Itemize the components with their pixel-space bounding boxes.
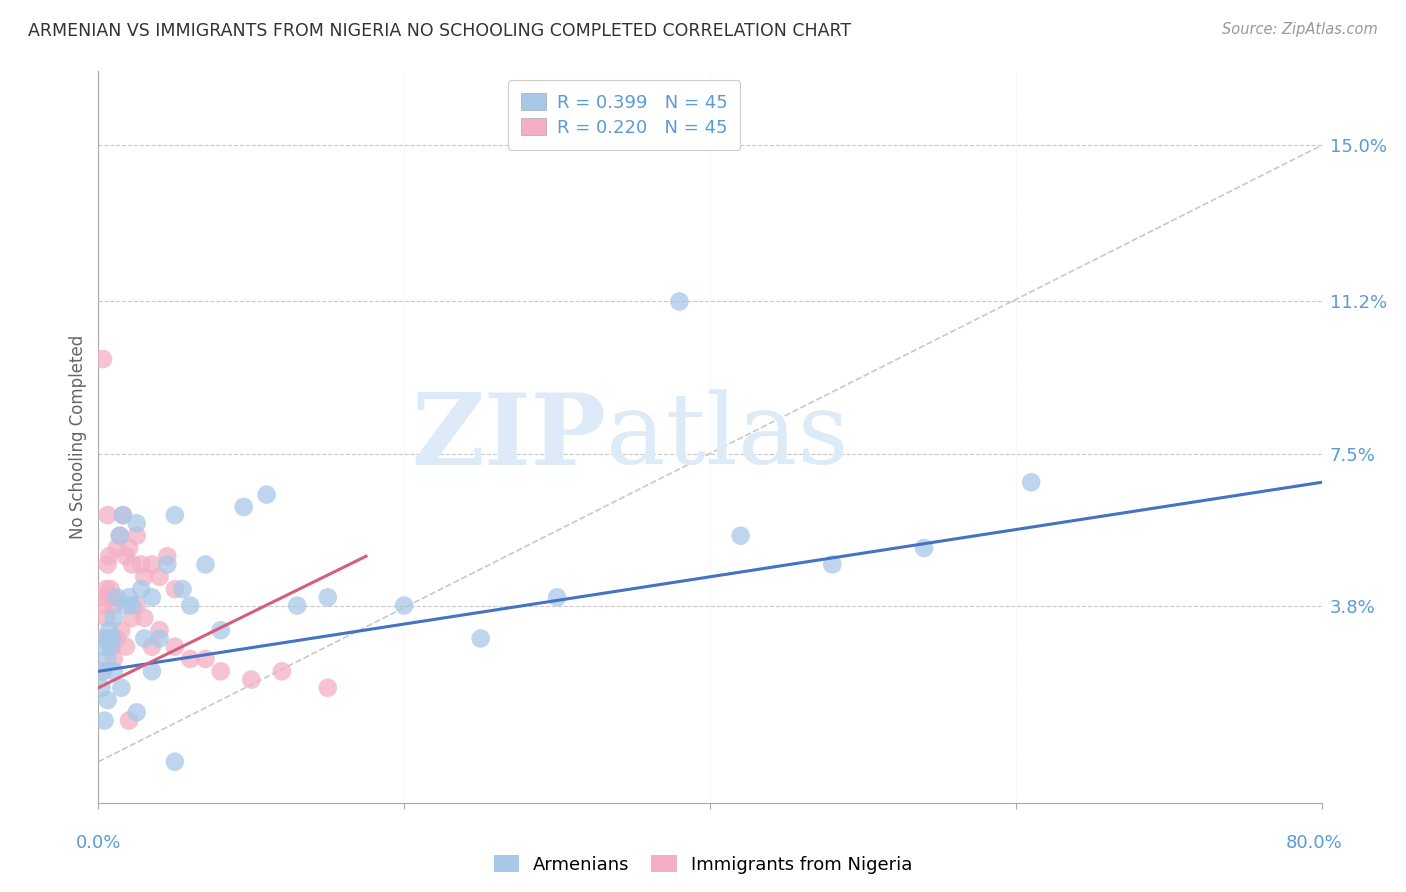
- Point: [316, 681, 339, 695]
- Point: [103, 611, 125, 625]
- Point: [668, 294, 690, 309]
- Point: [94, 582, 117, 596]
- Point: [93, 591, 115, 605]
- Text: ARMENIAN VS IMMIGRANTS FROM NIGERIA NO SCHOOLING COMPLETED CORRELATION CHART: ARMENIAN VS IMMIGRANTS FROM NIGERIA NO S…: [28, 22, 851, 40]
- Point: [125, 599, 148, 613]
- Point: [108, 529, 131, 543]
- Point: [256, 487, 278, 501]
- Point: [1019, 475, 1042, 490]
- Point: [90, 665, 112, 679]
- Point: [129, 558, 152, 572]
- Point: [97, 508, 120, 523]
- Point: [101, 640, 124, 654]
- Point: [111, 508, 134, 523]
- Point: [111, 508, 134, 523]
- Point: [470, 632, 492, 646]
- Point: [141, 665, 163, 679]
- Point: [115, 640, 138, 654]
- Point: [209, 665, 232, 679]
- Point: [93, 640, 115, 654]
- Point: [125, 516, 148, 531]
- Point: [149, 624, 172, 638]
- Point: [392, 599, 416, 613]
- Point: [115, 599, 138, 613]
- Point: [821, 558, 844, 572]
- Point: [141, 591, 163, 605]
- Point: [118, 541, 141, 555]
- Point: [118, 591, 141, 605]
- Point: [316, 591, 339, 605]
- Point: [232, 500, 254, 514]
- Legend: Armenians, Immigrants from Nigeria: Armenians, Immigrants from Nigeria: [486, 848, 920, 881]
- Point: [101, 632, 124, 646]
- Point: [194, 558, 217, 572]
- Point: [91, 665, 114, 679]
- Point: [163, 582, 186, 596]
- Point: [97, 558, 120, 572]
- Point: [163, 755, 186, 769]
- Point: [121, 599, 143, 613]
- Point: [141, 558, 163, 572]
- Point: [134, 632, 156, 646]
- Text: atlas: atlas: [606, 389, 849, 485]
- Point: [100, 582, 122, 596]
- Point: [546, 591, 568, 605]
- Point: [90, 681, 112, 695]
- Point: [103, 599, 125, 613]
- Point: [270, 665, 292, 679]
- Point: [172, 582, 194, 596]
- Point: [115, 549, 138, 564]
- Point: [163, 508, 186, 523]
- Legend: R = 0.399   N = 45, R = 0.220   N = 45: R = 0.399 N = 45, R = 0.220 N = 45: [509, 80, 741, 150]
- Point: [134, 611, 156, 625]
- Point: [209, 624, 232, 638]
- Point: [101, 591, 124, 605]
- Point: [91, 351, 114, 366]
- Point: [121, 558, 143, 572]
- Point: [98, 624, 121, 638]
- Point: [730, 529, 752, 543]
- Point: [179, 652, 201, 666]
- Point: [103, 652, 125, 666]
- Text: 0.0%: 0.0%: [76, 834, 121, 852]
- Point: [163, 640, 186, 654]
- Point: [98, 549, 121, 564]
- Point: [91, 632, 114, 646]
- Point: [179, 599, 201, 613]
- Point: [94, 632, 117, 646]
- Point: [134, 570, 156, 584]
- Point: [93, 714, 115, 728]
- Point: [149, 570, 172, 584]
- Point: [105, 541, 128, 555]
- Point: [91, 599, 114, 613]
- Point: [118, 714, 141, 728]
- Point: [103, 665, 125, 679]
- Point: [105, 632, 128, 646]
- Point: [100, 640, 122, 654]
- Text: 80.0%: 80.0%: [1286, 834, 1343, 852]
- Point: [105, 591, 128, 605]
- Point: [129, 582, 152, 596]
- Point: [141, 640, 163, 654]
- Point: [240, 673, 263, 687]
- Point: [110, 681, 132, 695]
- Point: [98, 632, 121, 646]
- Point: [108, 529, 131, 543]
- Point: [125, 706, 148, 720]
- Point: [156, 549, 179, 564]
- Point: [194, 652, 217, 666]
- Point: [110, 624, 132, 638]
- Y-axis label: No Schooling Completed: No Schooling Completed: [69, 335, 87, 539]
- Point: [97, 693, 120, 707]
- Point: [121, 611, 143, 625]
- Point: [156, 558, 179, 572]
- Point: [125, 529, 148, 543]
- Point: [94, 611, 117, 625]
- Text: Source: ZipAtlas.com: Source: ZipAtlas.com: [1222, 22, 1378, 37]
- Text: ZIP: ZIP: [411, 389, 606, 485]
- Point: [912, 541, 935, 555]
- Point: [97, 652, 120, 666]
- Point: [149, 632, 172, 646]
- Point: [285, 599, 308, 613]
